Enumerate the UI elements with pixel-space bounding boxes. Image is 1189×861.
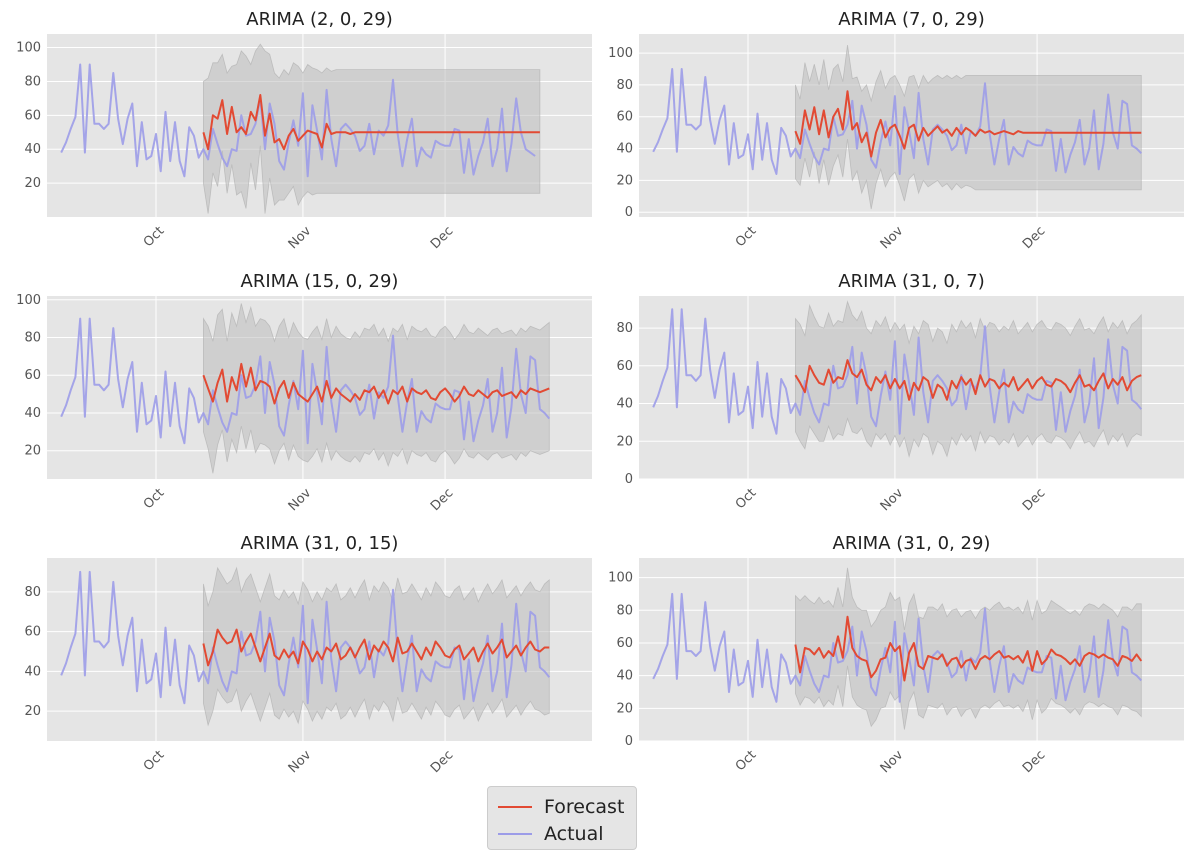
- x-tick-label: Oct: [141, 486, 168, 513]
- x-tick-label: Nov: [286, 223, 315, 252]
- x-tick-label: Oct: [141, 224, 168, 251]
- actual-series-line: [60, 317, 551, 445]
- y-tick-label: 40: [24, 142, 41, 157]
- x-tick-label: Oct: [733, 224, 760, 251]
- chart-panel: 0 20 40 60 80 Oct Nov Dec ARIMA (31, 0, 7): [616, 271, 1184, 514]
- y-tick-label: 0: [625, 205, 633, 220]
- y-tick-label: 60: [24, 625, 41, 640]
- x-tick-label: Dec: [1020, 748, 1048, 776]
- forecast-series-line: [202, 94, 540, 151]
- chart-panel: 20 40 60 80 Oct Nov Dec ARIMA (31, 0, 15): [24, 533, 592, 776]
- y-tick-label: 100: [16, 41, 41, 56]
- forecast-series-line: [794, 359, 1142, 401]
- chart-title: ARIMA (31, 0, 29): [833, 533, 991, 554]
- x-tick-label: Oct: [141, 748, 168, 775]
- actual-series-line: [652, 68, 1143, 175]
- y-tick-label: 40: [616, 397, 633, 412]
- x-tick-label: Oct: [733, 486, 760, 513]
- actual-series-line: [652, 308, 1143, 435]
- y-tick-label: 60: [616, 359, 633, 374]
- y-tick-label: 80: [24, 331, 41, 346]
- actual-series-line: [652, 592, 1143, 703]
- chart-title: ARIMA (31, 0, 15): [241, 533, 399, 554]
- y-tick-label: 20: [24, 176, 41, 191]
- legend-label-actual: Actual: [544, 822, 604, 845]
- x-tick-label: Nov: [878, 485, 907, 514]
- forecast-series-line: [202, 362, 550, 405]
- y-tick-label: 20: [616, 173, 633, 188]
- x-tick-label: Dec: [428, 748, 456, 776]
- chart-panel: 0 20 40 60 80 100 Oct Nov Dec ARIMA (7, 0, 29): [608, 9, 1184, 252]
- y-tick-label: 80: [24, 74, 41, 89]
- legend-item-actual: Actual: [498, 820, 626, 847]
- y-tick-label: 100: [16, 293, 41, 308]
- x-tick-label: Nov: [878, 223, 907, 252]
- x-tick-label: Nov: [286, 485, 315, 514]
- legend-swatch-actual: [498, 832, 532, 835]
- legend-swatch-forecast: [498, 805, 532, 808]
- y-tick-label: 40: [24, 406, 41, 421]
- y-tick-label: 100: [608, 46, 633, 61]
- y-tick-label: 40: [616, 669, 633, 684]
- y-tick-label: 80: [24, 585, 41, 600]
- forecast-series-line: [794, 615, 1143, 682]
- chart-title: ARIMA (2, 0, 29): [246, 9, 392, 30]
- chart-title: ARIMA (7, 0, 29): [838, 9, 984, 30]
- y-tick-label: 80: [616, 603, 633, 618]
- confidence-band: [202, 43, 541, 214]
- x-tick-label: Dec: [428, 486, 456, 514]
- chart-title: ARIMA (15, 0, 29): [241, 271, 399, 292]
- forecast-series-line: [794, 90, 1142, 158]
- y-tick-label: 80: [616, 78, 633, 93]
- y-tick-label: 60: [616, 110, 633, 125]
- legend: Forecast Actual: [487, 786, 637, 850]
- x-tick-label: Dec: [1020, 486, 1048, 514]
- y-tick-label: 40: [616, 142, 633, 157]
- y-tick-label: 60: [616, 636, 633, 651]
- y-tick-label: 0: [625, 734, 633, 749]
- legend-label-forecast: Forecast: [544, 795, 625, 818]
- chart-panel: 0 20 40 60 80 100 Oct Nov Dec ARIMA (31, 0, 29): [608, 533, 1184, 776]
- x-tick-label: Dec: [428, 224, 456, 252]
- x-tick-label: Nov: [286, 747, 315, 776]
- chart-panel: 20 40 60 80 100 Oct Nov Dec ARIMA (15, 0, 29): [16, 271, 592, 514]
- y-tick-label: 20: [616, 701, 633, 716]
- y-tick-label: 60: [24, 368, 41, 383]
- y-tick-label: 60: [24, 108, 41, 123]
- x-tick-label: Dec: [1020, 224, 1048, 252]
- chart-title: ARIMA (31, 0, 7): [838, 271, 984, 292]
- actual-series-line: [60, 570, 551, 705]
- y-tick-label: 20: [24, 444, 41, 459]
- y-tick-label: 40: [24, 664, 41, 679]
- chart-panel: 20 40 60 80 100 Oct Nov Dec ARIMA (2, 0, 29): [16, 9, 592, 252]
- y-tick-label: 20: [616, 434, 633, 449]
- forecast-series-line: [202, 628, 550, 667]
- y-tick-label: 80: [616, 321, 633, 336]
- y-tick-label: 100: [608, 571, 633, 586]
- x-tick-label: Oct: [733, 748, 760, 775]
- x-tick-label: Nov: [878, 747, 907, 776]
- actual-series-line: [60, 63, 536, 178]
- y-tick-label: 0: [625, 472, 633, 487]
- legend-item-forecast: Forecast: [498, 793, 626, 820]
- y-tick-label: 20: [24, 704, 41, 719]
